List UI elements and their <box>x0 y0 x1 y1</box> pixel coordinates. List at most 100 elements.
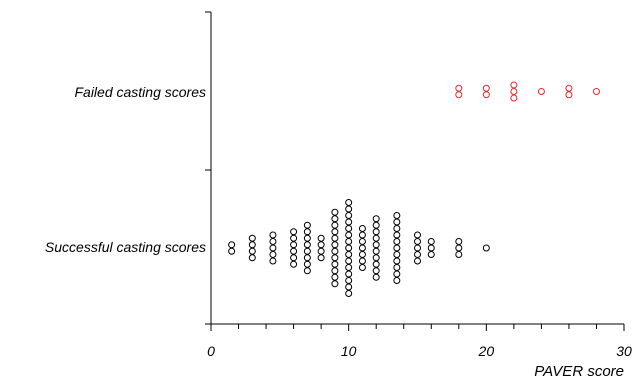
data-point <box>345 277 353 284</box>
data-point <box>510 81 518 89</box>
data-point <box>393 257 401 265</box>
data-point <box>303 241 311 249</box>
data-point <box>358 231 366 239</box>
data-point <box>427 238 435 245</box>
data-point <box>358 225 366 232</box>
data-point <box>393 251 401 258</box>
data-point <box>482 91 490 99</box>
data-point <box>248 254 256 262</box>
data-point <box>455 244 463 252</box>
data-point <box>345 199 353 206</box>
data-point <box>414 238 421 245</box>
data-point <box>372 260 380 268</box>
data-point <box>331 280 339 288</box>
data-point <box>248 234 256 242</box>
data-point <box>317 234 325 242</box>
data-point <box>290 234 298 242</box>
data-point <box>372 221 380 229</box>
data-point <box>393 212 401 219</box>
data-point <box>358 257 366 265</box>
data-point <box>303 234 311 242</box>
data-point <box>565 91 573 99</box>
data-point <box>331 241 339 249</box>
data-point <box>482 244 490 252</box>
data-point <box>345 270 353 278</box>
data-point <box>358 238 366 245</box>
data-point <box>345 212 353 219</box>
data-point <box>303 260 311 268</box>
data-point <box>393 231 401 239</box>
data-point <box>358 251 366 258</box>
data-point <box>372 254 380 262</box>
data-point <box>248 247 256 255</box>
data-point <box>331 228 339 236</box>
data-point <box>510 88 518 95</box>
data-point <box>372 215 380 223</box>
category-label-successful: Successful casting scores <box>45 239 206 255</box>
data-point <box>345 244 353 252</box>
data-point <box>455 91 463 99</box>
x-tick-label: 0 <box>207 343 215 359</box>
data-point <box>269 257 277 265</box>
data-point <box>414 251 421 258</box>
x-tick-label: 20 <box>478 343 495 359</box>
data-point <box>393 225 401 232</box>
x-tick-label: 10 <box>341 343 357 359</box>
data-point <box>290 228 298 236</box>
data-point <box>303 247 311 255</box>
data-point <box>331 273 339 281</box>
data-point <box>510 94 518 102</box>
data-point <box>303 254 311 262</box>
data-point <box>537 88 545 95</box>
data-point <box>290 241 298 249</box>
data-point <box>393 244 401 252</box>
data-point <box>331 208 339 216</box>
data-point <box>317 247 325 255</box>
data-point <box>228 247 236 255</box>
data-point <box>331 234 339 242</box>
data-point <box>269 251 277 258</box>
data-point <box>393 270 401 278</box>
data-point <box>345 238 353 245</box>
data-point <box>393 218 401 226</box>
x-ticks <box>210 324 625 331</box>
data-point <box>345 290 353 297</box>
data-point <box>414 231 421 239</box>
data-point <box>331 254 339 262</box>
data-point <box>303 221 311 229</box>
data-point <box>372 228 380 236</box>
data-point <box>303 267 311 275</box>
data-point <box>345 257 353 265</box>
x-axis-title: PAVER score <box>534 363 624 380</box>
data-points <box>228 81 600 297</box>
data-point <box>290 254 298 262</box>
data-point <box>393 277 401 284</box>
data-point <box>290 260 298 268</box>
data-point <box>482 84 490 92</box>
data-point <box>331 215 339 223</box>
data-point <box>228 241 236 249</box>
data-point <box>455 238 463 245</box>
data-point <box>345 283 353 291</box>
data-point <box>317 241 325 249</box>
data-point <box>455 84 463 92</box>
x-tick-label: 30 <box>616 343 632 359</box>
data-point <box>345 225 353 232</box>
data-point <box>358 264 366 271</box>
data-point <box>269 238 277 245</box>
data-point <box>414 257 421 265</box>
data-point <box>565 84 573 92</box>
data-point <box>331 267 339 275</box>
data-point <box>414 244 421 252</box>
data-point <box>345 251 353 258</box>
data-point <box>269 231 277 239</box>
data-point <box>372 234 380 242</box>
data-point <box>372 267 380 275</box>
data-point <box>331 247 339 255</box>
data-point <box>331 221 339 229</box>
data-point <box>427 251 435 258</box>
data-point <box>455 251 463 258</box>
data-point <box>317 254 325 262</box>
category-label-failed: Failed casting scores <box>74 84 206 100</box>
